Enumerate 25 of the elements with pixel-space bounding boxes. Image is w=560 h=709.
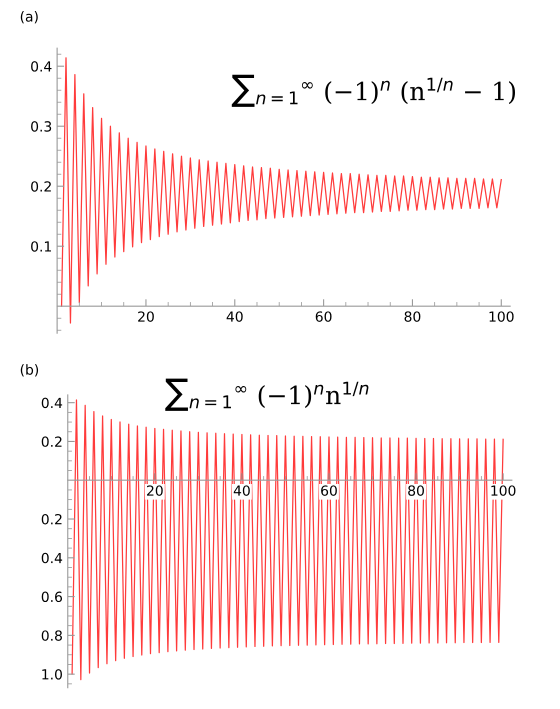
chart-title: (a) bbox=[20, 11, 38, 24]
x-tick-label: 40 bbox=[234, 485, 250, 496]
x-tick-label: 20 bbox=[138, 311, 154, 322]
y-tick-label: 0.2 bbox=[42, 514, 62, 524]
annotation: ∑$_{n=1}$$^{∞}$ (−1)$^{n}$ (n$^{1/n}$ − 1) bbox=[232, 74, 516, 107]
x-tick-label: 60 bbox=[316, 311, 332, 322]
x-tick-label: 60 bbox=[321, 485, 337, 496]
chart-title: (b) bbox=[20, 364, 38, 376]
x-tick-label: 100 bbox=[490, 311, 514, 322]
x-tick-label: 20 bbox=[147, 485, 163, 496]
y-tick-label: 0.2 bbox=[31, 181, 51, 192]
y-tick-label: 0.6 bbox=[42, 592, 62, 602]
y-tick-label: 0.4 bbox=[42, 552, 62, 564]
annotation: ∑$_{n=1}$$^{∞}$ (−1)$^{n}$n$^{1/n}$ bbox=[165, 378, 368, 411]
y-tick-label: 0.4 bbox=[42, 398, 62, 408]
x-tick-label: 100 bbox=[491, 485, 516, 496]
y-tick-label: 1.0 bbox=[42, 669, 62, 680]
y-tick-label: 0.4 bbox=[31, 61, 52, 72]
x-tick-label: 80 bbox=[408, 485, 424, 496]
y-tick-label: 0.1 bbox=[31, 241, 51, 252]
y-tick-label: 0.2 bbox=[42, 436, 62, 447]
x-tick-label: 40 bbox=[226, 311, 243, 322]
x-tick-label: 80 bbox=[404, 311, 420, 322]
y-tick-label: 0.8 bbox=[42, 630, 62, 641]
y-tick-label: 0.3 bbox=[31, 121, 52, 132]
